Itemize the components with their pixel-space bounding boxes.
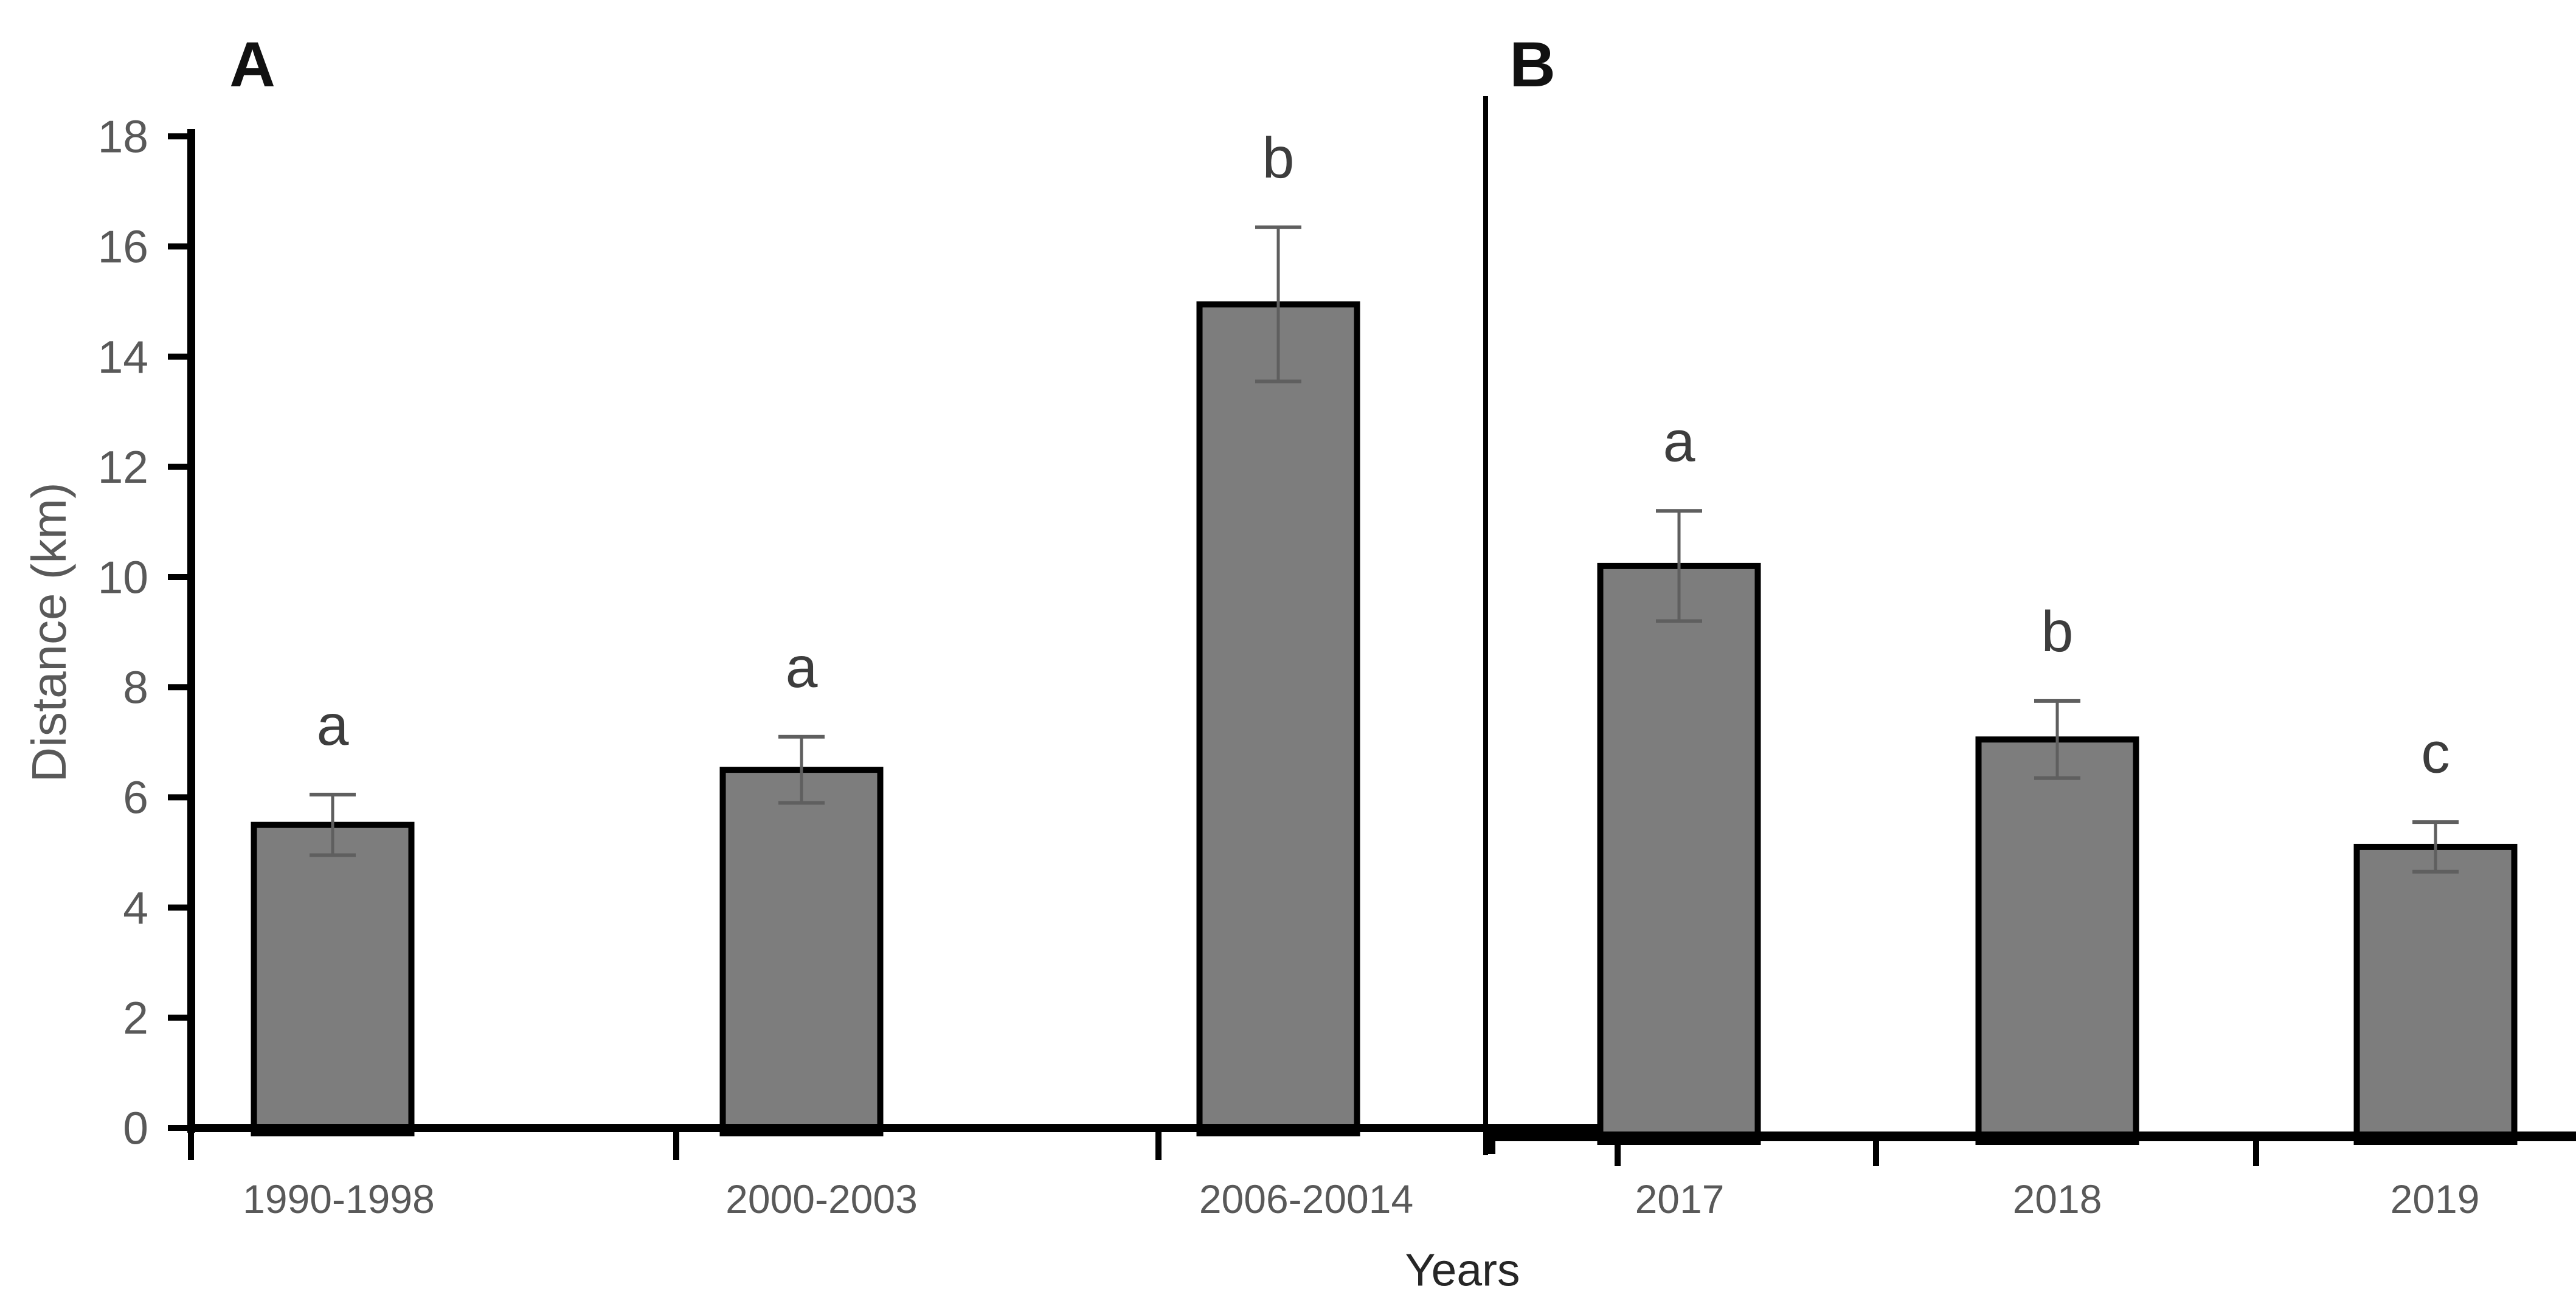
y-tick-label: 10: [98, 551, 148, 603]
x-axis-line-a: [187, 1124, 1613, 1132]
y-tick-label: 14: [98, 331, 148, 382]
x-tick-label: 2000-2003: [725, 1176, 918, 1221]
panel-label-a: A: [229, 29, 275, 100]
x-tick-label: 2019: [2391, 1176, 2480, 1221]
y-tick-label: 4: [123, 882, 148, 933]
y-tick-label: 0: [123, 1102, 148, 1153]
bar-2018: [1975, 736, 2139, 1145]
significance-letter: a: [786, 635, 818, 700]
x-tick-label: 2018: [2013, 1176, 2102, 1221]
significance-letter: b: [1262, 126, 1295, 190]
significance-letter: a: [317, 693, 349, 758]
y-tick-label: 8: [123, 662, 148, 713]
y-tick-label: 12: [98, 441, 148, 492]
bar-1990-1998: [251, 821, 415, 1136]
axis-step-notch: [1483, 1130, 1495, 1154]
significance-letter: c: [2421, 720, 2450, 785]
y-tick-label: 2: [123, 992, 148, 1043]
x-tick-label: 1990-1998: [243, 1176, 435, 1221]
bar-2017: [1597, 562, 1761, 1145]
x-tick-label: 2006-20014: [1199, 1176, 1413, 1221]
y-tick-label: 16: [98, 221, 148, 272]
x-axis-line-b: [1483, 1132, 2576, 1141]
y-axis-line: [187, 129, 195, 1133]
x-tick-label: 2017: [1635, 1176, 1725, 1221]
y-axis-title: Distance (km): [22, 482, 76, 782]
bar-2006-20014: [1196, 301, 1360, 1136]
bar-2019: [2353, 843, 2518, 1145]
significance-letter: a: [1663, 410, 1695, 474]
y-tick-label: 6: [123, 772, 148, 823]
significance-letter: b: [2041, 599, 2074, 664]
panel-label-b: B: [1509, 29, 1556, 100]
x-axis-title: Years: [1405, 1244, 1520, 1295]
y-tick-label: 18: [98, 111, 148, 162]
bar-2000-2003: [719, 767, 884, 1136]
